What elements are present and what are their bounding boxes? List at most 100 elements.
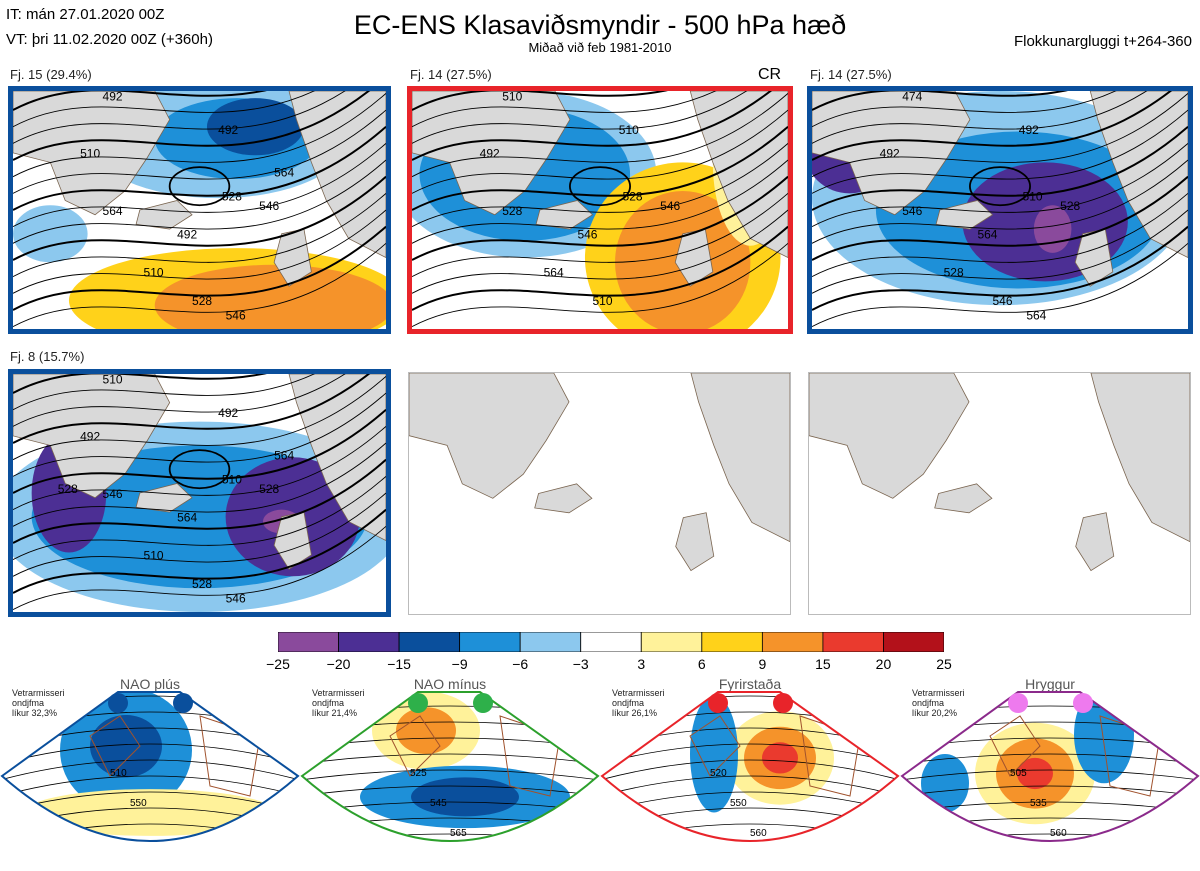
empty-map-5 xyxy=(408,372,791,615)
classification-window: Flokkunargluggi t+264-360 xyxy=(1013,33,1192,50)
contour-label-6: 546 xyxy=(577,228,597,242)
regime-anomaly-3 xyxy=(411,777,519,817)
cluster-map-4: 510 492 492 510 528 546 564 510 528 546 564 528 xyxy=(8,369,391,617)
regime-contour-4 xyxy=(302,769,598,781)
empty-map-6 xyxy=(808,372,1191,615)
regime-contour-label-2: 560 xyxy=(1050,828,1067,839)
british-isles xyxy=(1075,512,1115,572)
height-contour-5 xyxy=(13,109,386,194)
height-contour-10 xyxy=(812,193,1188,278)
colorbar-tick-label: −3 xyxy=(572,656,589,672)
valid-time: VT: þri 11.02.2020 00Z (+360h) xyxy=(6,31,213,48)
greenland xyxy=(13,91,171,216)
cluster-map-2: 510 492 510 528 546 528 546 564 510 xyxy=(407,86,793,334)
anomaly-area-6 xyxy=(13,205,88,263)
low-center xyxy=(168,166,231,207)
regime-marker-right xyxy=(1073,693,1093,713)
height-contour-1 xyxy=(412,91,717,128)
height-contour-3 xyxy=(13,91,371,161)
regime-title: NAO mínus xyxy=(413,676,487,692)
panel-2-cr-tag: CR xyxy=(758,66,782,83)
height-contour-7 xyxy=(412,143,788,228)
regime-contour-label-2: 565 xyxy=(450,828,467,839)
regime-marker-left xyxy=(1008,693,1028,713)
contour-label-1: 492 xyxy=(880,147,900,161)
contour-label-1: 492 xyxy=(80,430,100,444)
panel-2-label: Fj. 14 (27.5%) xyxy=(410,67,492,82)
height-contour-10 xyxy=(13,193,386,278)
colorbar-tick-label: 25 xyxy=(936,656,952,672)
scandinavia xyxy=(690,373,790,543)
regime-panel: Vetrarmisseri ondjfma líkur 20,2% Hryggur 50… xyxy=(900,676,1200,871)
regime-note: Vetrarmisseri ondjfma líkur 20,2% xyxy=(912,688,965,718)
contour-label-2: 492 xyxy=(218,123,238,137)
colorbar-bin-3 xyxy=(459,632,521,652)
british-isles xyxy=(675,512,715,572)
contour-label-2: 492 xyxy=(218,406,238,420)
regime-contour-label-2: 560 xyxy=(750,828,767,839)
contour-label-5: 546 xyxy=(103,487,123,501)
contour-label-8: 510 xyxy=(592,294,612,308)
low-center xyxy=(569,166,631,207)
height-contour-4 xyxy=(812,93,1188,178)
height-contour-3 xyxy=(412,91,772,161)
regime-contour-3 xyxy=(902,753,1198,765)
height-contour-7 xyxy=(812,143,1188,228)
colorbar-bin-2 xyxy=(398,632,461,652)
height-contour-11 xyxy=(412,209,788,294)
colorbar-bin-6 xyxy=(640,632,703,652)
regime-contour-label-1: 545 xyxy=(430,798,447,809)
iceland xyxy=(935,200,994,230)
height-contour-9 xyxy=(412,175,788,261)
regime-contour-label-1: 550 xyxy=(730,798,747,809)
height-contour-5 xyxy=(13,392,386,477)
regime-frame xyxy=(0,691,300,842)
regime-contour-6 xyxy=(602,791,898,813)
iceland xyxy=(135,483,193,513)
colorbar-bin-0 xyxy=(278,632,339,652)
regime-marker-left xyxy=(708,693,728,713)
regime-contour-label-1: 550 xyxy=(130,798,147,809)
colorbar-bin-10 xyxy=(883,632,944,652)
height-contour-10 xyxy=(13,476,386,561)
contour-label-7: 510 xyxy=(144,266,164,280)
contour-label-6: 564 xyxy=(177,511,197,525)
greenland xyxy=(812,91,971,216)
regime-panel: Vetrarmisseri ondjfma líkur 21,4% NAO mínus… xyxy=(300,676,600,871)
regime-anomaly-2 xyxy=(24,789,276,836)
height-contour-13 xyxy=(412,242,788,328)
contour-label-3: 528 xyxy=(222,189,242,203)
height-contour-0 xyxy=(13,374,267,394)
height-contour-12 xyxy=(412,225,788,311)
colorbar-bin-4 xyxy=(519,632,582,652)
low-center xyxy=(969,166,1031,207)
colorbar-bin-1 xyxy=(338,632,400,652)
colorbar-tick-label: 20 xyxy=(875,656,892,672)
contour-label-10: 564 xyxy=(274,166,294,180)
height-contour-10 xyxy=(412,193,788,278)
height-contour-11 xyxy=(812,209,1188,294)
contour-label-9: 546 xyxy=(226,308,246,322)
regime-contour-label-0: 505 xyxy=(1010,768,1027,779)
height-contour-2 xyxy=(812,91,1148,144)
height-contour-9 xyxy=(13,458,386,544)
height-contour-9 xyxy=(812,175,1188,261)
regime-contour-4 xyxy=(602,759,898,781)
contour-label-1: 492 xyxy=(480,147,500,161)
contour-label-4: 528 xyxy=(1060,199,1080,213)
cluster-map-1: 492 510 492 528 546 564 492 510 528 546 564 xyxy=(8,86,391,334)
height-contour-2 xyxy=(13,374,346,427)
scandinavia xyxy=(1089,91,1188,259)
regime-panel: Vetrarmisseri ondjfma líkur 32,3% NAO plús 5… xyxy=(0,676,300,871)
colorbar-tick-label: −25 xyxy=(266,656,290,672)
panel-3-label: Fj. 14 (27.5%) xyxy=(810,67,892,82)
regime-marker-right xyxy=(473,693,493,713)
height-contour-12 xyxy=(812,225,1188,311)
height-contour-13 xyxy=(13,242,386,328)
iceland xyxy=(534,483,593,514)
regime-title: Fyrirstaða xyxy=(718,676,782,692)
regime-frame xyxy=(900,691,1200,842)
regime-contour-5 xyxy=(302,785,598,797)
panel-4-label: Fj. 8 (15.7%) xyxy=(10,349,85,364)
height-contour-8 xyxy=(13,159,386,244)
